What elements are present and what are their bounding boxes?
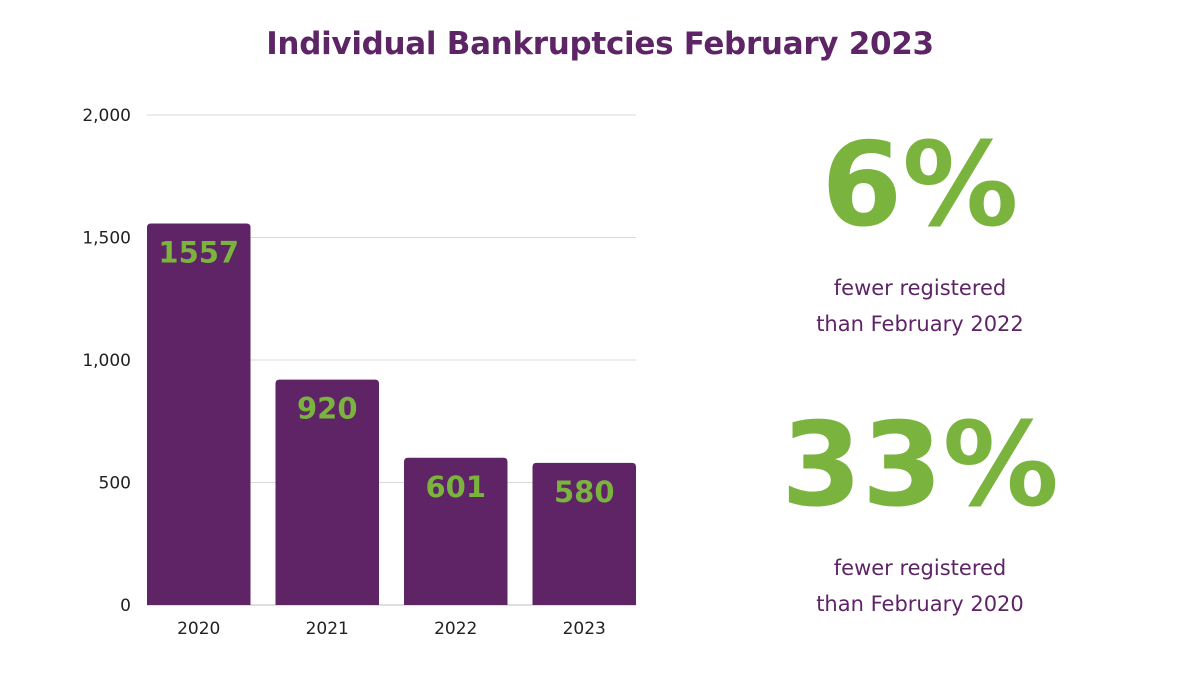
y-tick-label: 2,000 xyxy=(82,106,131,126)
x-tick-label: 2020 xyxy=(177,619,220,639)
x-tick-label: 2021 xyxy=(306,619,349,639)
stat-desc-line1: fewer registered xyxy=(833,556,1007,580)
chart-title: Individual Bankruptcies February 2023 xyxy=(266,26,934,62)
y-tick-label: 1,000 xyxy=(82,351,131,371)
bar-2022 xyxy=(404,457,508,605)
y-tick-label: 1,500 xyxy=(82,229,131,249)
bar-2023 xyxy=(532,462,636,605)
x-tick-label: 2022 xyxy=(434,619,477,639)
stat-block-2022: 6% fewer registered than February 2022 xyxy=(720,128,1120,342)
stat-value: 33% xyxy=(781,398,1059,533)
y-tick-label: 0 xyxy=(120,596,131,616)
stat-desc-line2: than February 2020 xyxy=(816,592,1024,616)
stat-block-2020: 33% fewer registered than February 2020 xyxy=(720,408,1120,622)
x-tick-label: 2023 xyxy=(563,619,606,639)
data-label: 1557 xyxy=(158,236,239,270)
bar-2021 xyxy=(275,379,379,605)
stat-value: 6% xyxy=(821,118,1019,253)
bar-2020 xyxy=(147,223,251,605)
data-label: 601 xyxy=(425,470,486,504)
data-label: 920 xyxy=(297,392,358,426)
stat-desc-line2: than February 2022 xyxy=(816,312,1024,336)
data-label: 580 xyxy=(554,475,615,509)
stat-desc-line1: fewer registered xyxy=(833,276,1007,300)
y-tick-label: 500 xyxy=(99,474,131,494)
bar-chart: 0 500 1,000 1,500 2,000 1557 2020 920 2021 601 202… xyxy=(82,106,636,639)
